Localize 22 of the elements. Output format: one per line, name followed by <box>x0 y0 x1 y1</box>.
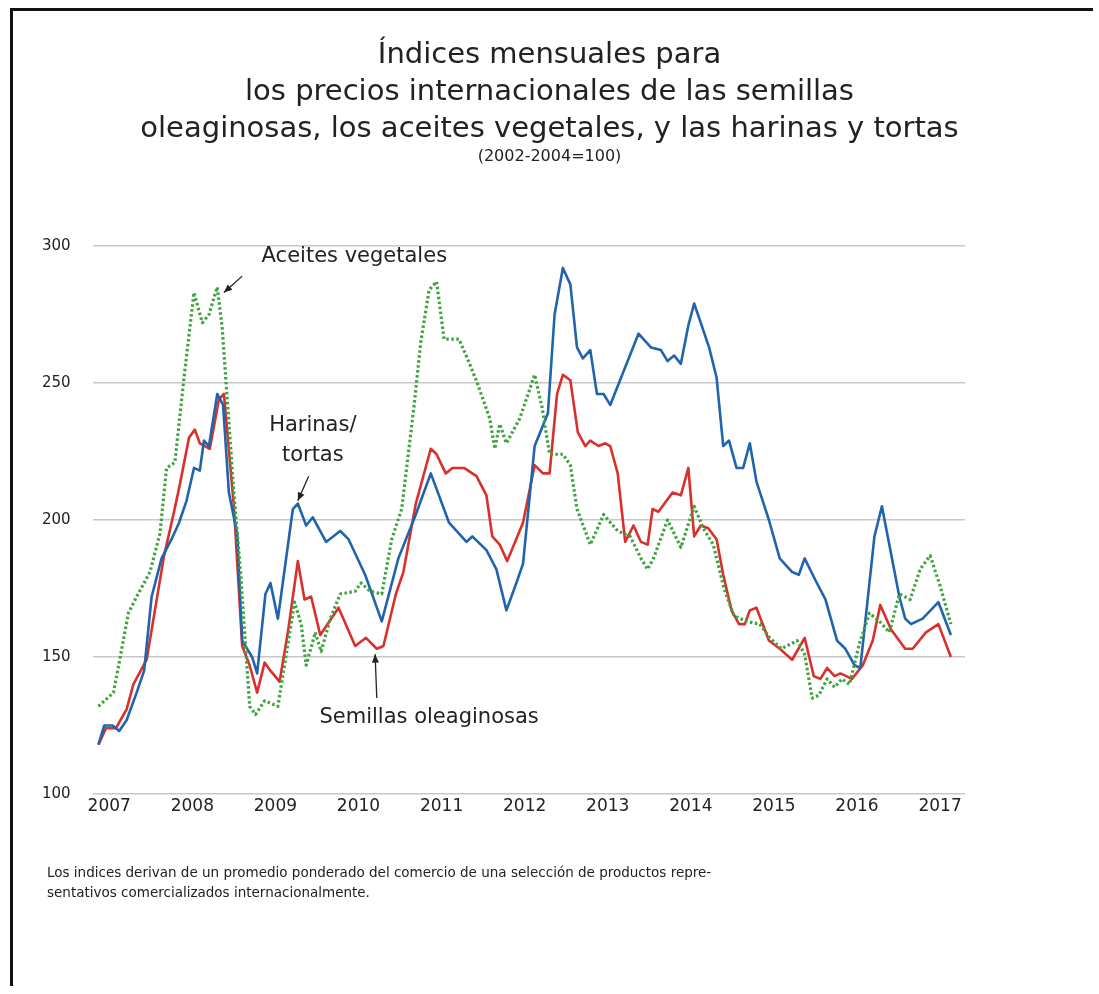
y-tick-label: 250 <box>41 372 71 391</box>
y-tick-label: 200 <box>41 509 71 528</box>
series-label: Harinas/tortas <box>269 411 358 466</box>
y-tick-label: 150 <box>41 646 71 665</box>
series-label: Aceites vegetales <box>261 243 448 268</box>
x-tick-label: 2015 <box>752 794 796 815</box>
y-tick-label: 300 <box>41 235 71 254</box>
text: Semillas oleaginosas <box>319 703 539 728</box>
x-tick-label: 2007 <box>87 794 131 815</box>
x-tick-label: 2010 <box>336 794 381 815</box>
x-tick-label: 2013 <box>586 794 630 815</box>
x-tick-label: 2016 <box>835 794 879 815</box>
text: Los indices derivan de un promedio ponderado del comercio de una selección de productos repre- sentativos comercializados internacionalmente. <box>47 863 713 902</box>
chart-title: Índices mensuales para los precios internacionales de las semillas oleaginosas, los aceites vegetales, y las harinas y tortas <box>139 35 960 146</box>
chart-subtitle: (2002-2004=100) <box>476 146 623 165</box>
x-tick-label: 2008 <box>170 794 214 815</box>
x-tick-label: 2011 <box>419 794 464 815</box>
x-tick-label: 2014 <box>669 794 713 815</box>
x-tick-label: 2009 <box>253 794 298 815</box>
y-tick-label: 100 <box>41 783 71 802</box>
x-tick-label: 2012 <box>503 794 547 815</box>
x-tick-label: 2017 <box>918 794 962 815</box>
